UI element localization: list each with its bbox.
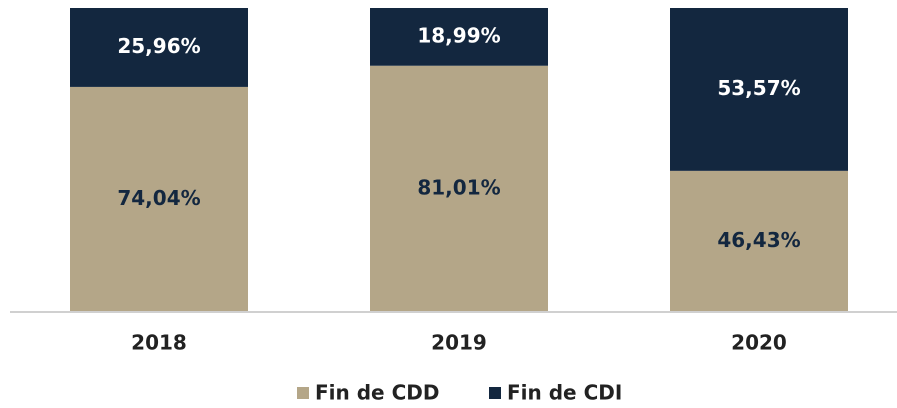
bar-segment	[70, 8, 248, 87]
data-label: 74,04%	[117, 186, 200, 210]
data-label: 25,96%	[117, 34, 200, 58]
data-label: 53,57%	[717, 76, 800, 100]
bar-segment	[670, 8, 848, 171]
bar-segment	[370, 65, 548, 312]
data-label: 46,43%	[717, 228, 800, 252]
data-label: 81,01%	[417, 175, 500, 199]
legend-label: Fin de CDI	[507, 381, 622, 405]
legend-swatch	[489, 387, 501, 399]
x-tick-label: 2018	[131, 331, 187, 355]
bar-segment	[70, 86, 248, 313]
x-tick-label: 2019	[431, 331, 487, 355]
bar-segment	[370, 8, 548, 66]
legend-label: Fin de CDD	[315, 381, 439, 405]
x-tick-label: 2020	[731, 331, 787, 355]
legend-swatch	[297, 387, 309, 399]
data-label: 18,99%	[417, 23, 500, 47]
bar-segment	[670, 170, 848, 312]
